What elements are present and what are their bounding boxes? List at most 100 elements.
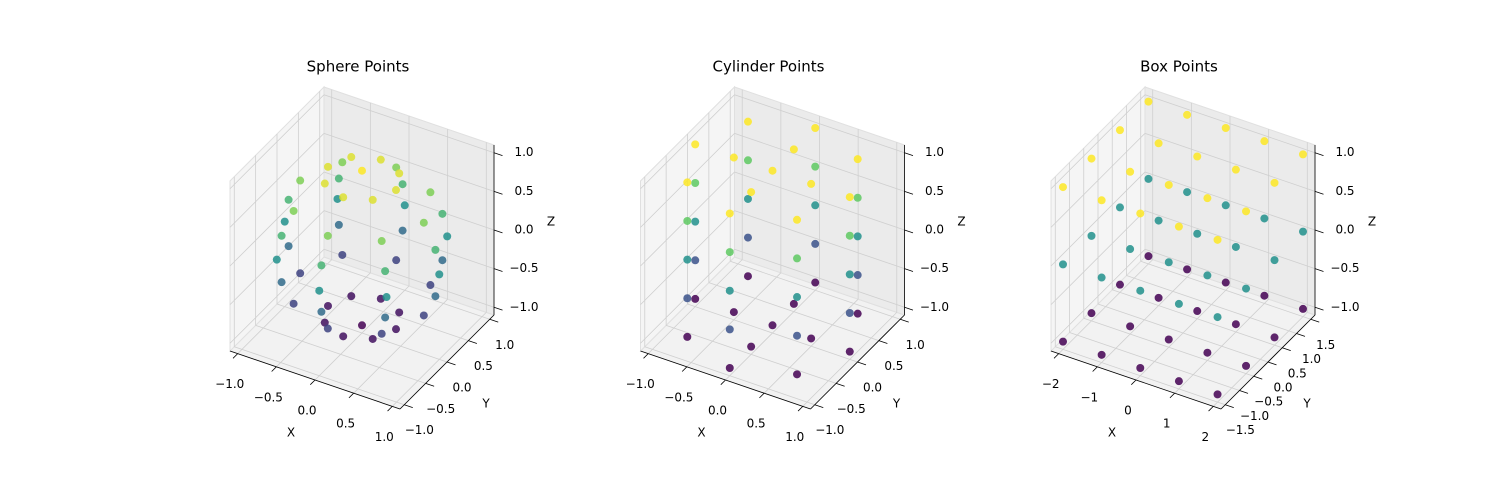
point: [317, 261, 326, 270]
tick-mark: [904, 306, 914, 311]
tick-mark: [900, 318, 909, 323]
point: [691, 256, 700, 265]
y-axis-label: Y: [892, 397, 901, 411]
point: [320, 179, 329, 188]
point: [1115, 203, 1124, 212]
point: [793, 215, 802, 224]
point: [1174, 299, 1183, 308]
point: [1183, 265, 1192, 274]
point: [1231, 242, 1240, 251]
point: [1193, 229, 1202, 238]
point: [1144, 174, 1153, 183]
point: [811, 124, 820, 132]
point: [1126, 167, 1135, 176]
subplot-title: Sphere Points: [307, 58, 410, 76]
point: [1087, 231, 1096, 240]
tick-mark: [1169, 392, 1175, 399]
tick-mark: [493, 229, 503, 234]
point: [338, 158, 347, 167]
point: [324, 162, 332, 171]
point: [725, 364, 734, 372]
point: [323, 324, 332, 333]
grid-line: [734, 248, 905, 308]
point: [376, 155, 385, 164]
z-axis-label: Z: [547, 215, 555, 229]
point: [725, 325, 734, 334]
x-tick-label: 1.0: [785, 430, 804, 444]
point: [1270, 178, 1279, 187]
point: [1144, 252, 1153, 261]
point: [845, 309, 854, 317]
x-tick-label: 1.0: [375, 430, 394, 444]
grid-line: [687, 303, 858, 363]
point: [1260, 291, 1269, 300]
point: [392, 163, 401, 172]
x-axis-label: X: [697, 426, 705, 440]
point: [1115, 280, 1124, 289]
point: [691, 179, 700, 187]
point: [339, 193, 348, 202]
grid-line: [319, 260, 490, 320]
grid-line: [644, 346, 815, 406]
point: [845, 231, 854, 240]
grid-line: [734, 132, 905, 192]
tick-mark: [759, 392, 765, 399]
point: [1136, 209, 1145, 218]
point: [1126, 245, 1135, 254]
point: [793, 293, 802, 302]
tick-mark: [1267, 361, 1277, 366]
y-axis-label: Y: [1302, 397, 1311, 411]
point: [1260, 214, 1269, 223]
point: [1242, 361, 1251, 370]
point: [431, 292, 440, 301]
grid-line: [229, 133, 325, 228]
tick-mark: [720, 379, 726, 385]
point: [381, 313, 390, 322]
z-tick-label: −1.0: [1330, 300, 1359, 314]
point: [1203, 348, 1212, 357]
point: [347, 292, 356, 301]
point: [811, 201, 820, 210]
point: [1154, 216, 1163, 225]
tick-mark: [904, 268, 914, 272]
y-axis-line: [1220, 314, 1316, 410]
grid-line: [640, 94, 735, 190]
y-tick-label: 0.5: [1288, 366, 1307, 380]
tick-mark: [1053, 353, 1060, 359]
point: [382, 293, 391, 302]
point: [277, 278, 286, 287]
point: [339, 332, 348, 341]
point: [377, 237, 386, 246]
tick-mark: [643, 353, 649, 359]
grid-line: [234, 346, 405, 406]
y-tick-label: −1.0: [1240, 409, 1269, 423]
point: [289, 206, 298, 215]
point: [1115, 126, 1124, 135]
point: [1164, 258, 1173, 267]
point: [1299, 227, 1307, 236]
tick-mark: [310, 379, 316, 385]
point: [398, 180, 407, 189]
tick-mark: [425, 382, 435, 387]
grid-line: [1083, 317, 1254, 377]
y-tick-label: 0.0: [1273, 381, 1292, 395]
point: [1164, 180, 1173, 189]
grid-line: [666, 324, 837, 384]
y-tick-label: 0.0: [863, 381, 882, 395]
point: [729, 308, 738, 317]
tick-mark: [904, 190, 914, 195]
tick-mark: [1208, 406, 1214, 412]
tick-mark: [493, 152, 503, 157]
tick-mark: [1314, 190, 1324, 195]
y-tick-label: −1.0: [815, 423, 844, 437]
x-axis-line: [1050, 350, 1222, 410]
point: [853, 271, 862, 280]
point: [691, 294, 700, 303]
point: [743, 233, 752, 242]
point: [743, 272, 752, 281]
tick-mark: [468, 340, 477, 344]
grid-line: [323, 210, 495, 270]
z-tick-label: −1.0: [920, 300, 949, 314]
x-tick-label: 0.0: [708, 404, 727, 418]
